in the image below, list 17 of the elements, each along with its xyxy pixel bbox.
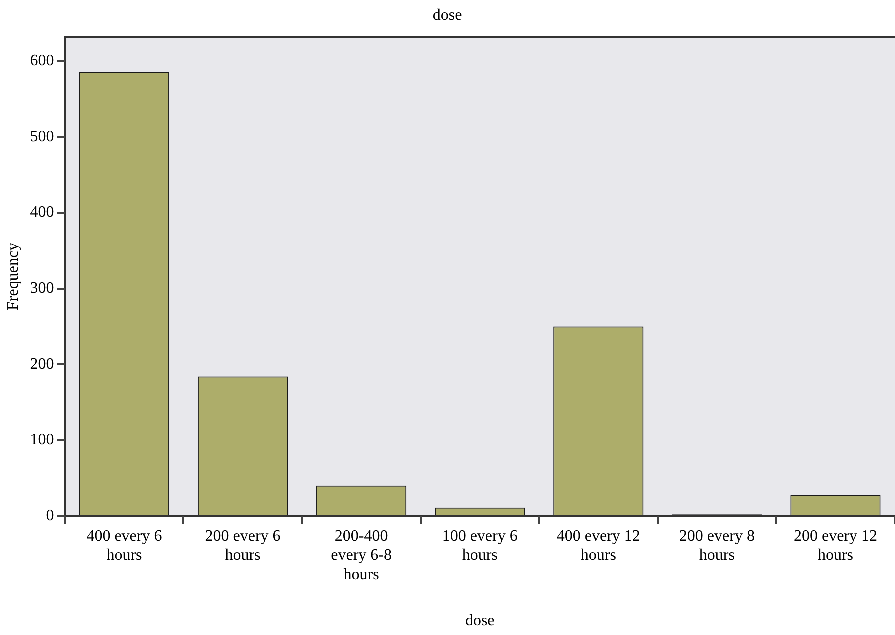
y-tick-label: 600 <box>30 52 54 70</box>
y-tick-label: 400 <box>30 204 54 222</box>
y-tick-label: 100 <box>30 432 54 449</box>
x-tick-label: 200 every 8 hours <box>679 528 755 564</box>
x-tick-label: 200 every 12 hours <box>794 528 878 564</box>
x-tick-label: 400 every 6 hours <box>86 528 162 564</box>
y-axis-title: Frequency <box>4 242 22 310</box>
chart-title: dose <box>432 6 462 24</box>
y-tick-label: 500 <box>30 128 54 146</box>
y-tick-label: 300 <box>30 280 54 298</box>
y-tick-label: 0 <box>46 507 54 524</box>
x-tick-label: 200-400 every 6-8 hours <box>331 528 392 584</box>
x-tick-label: 100 every 6 hours <box>442 528 518 564</box>
y-tick-label: 200 <box>30 356 54 373</box>
x-tick-label: 400 every 12 hours <box>556 528 640 564</box>
x-tick-label: 200 every 6 hours <box>205 528 281 564</box>
x-axis-title: dose <box>465 612 495 630</box>
